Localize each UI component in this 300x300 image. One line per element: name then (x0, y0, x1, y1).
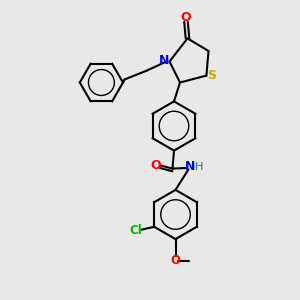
Text: N: N (184, 160, 195, 173)
Text: N: N (159, 53, 170, 67)
Text: S: S (207, 69, 216, 82)
Text: O: O (150, 159, 161, 172)
Text: O: O (181, 11, 191, 24)
Text: Cl: Cl (129, 224, 142, 237)
Text: O: O (170, 254, 180, 267)
Text: H: H (194, 162, 203, 172)
